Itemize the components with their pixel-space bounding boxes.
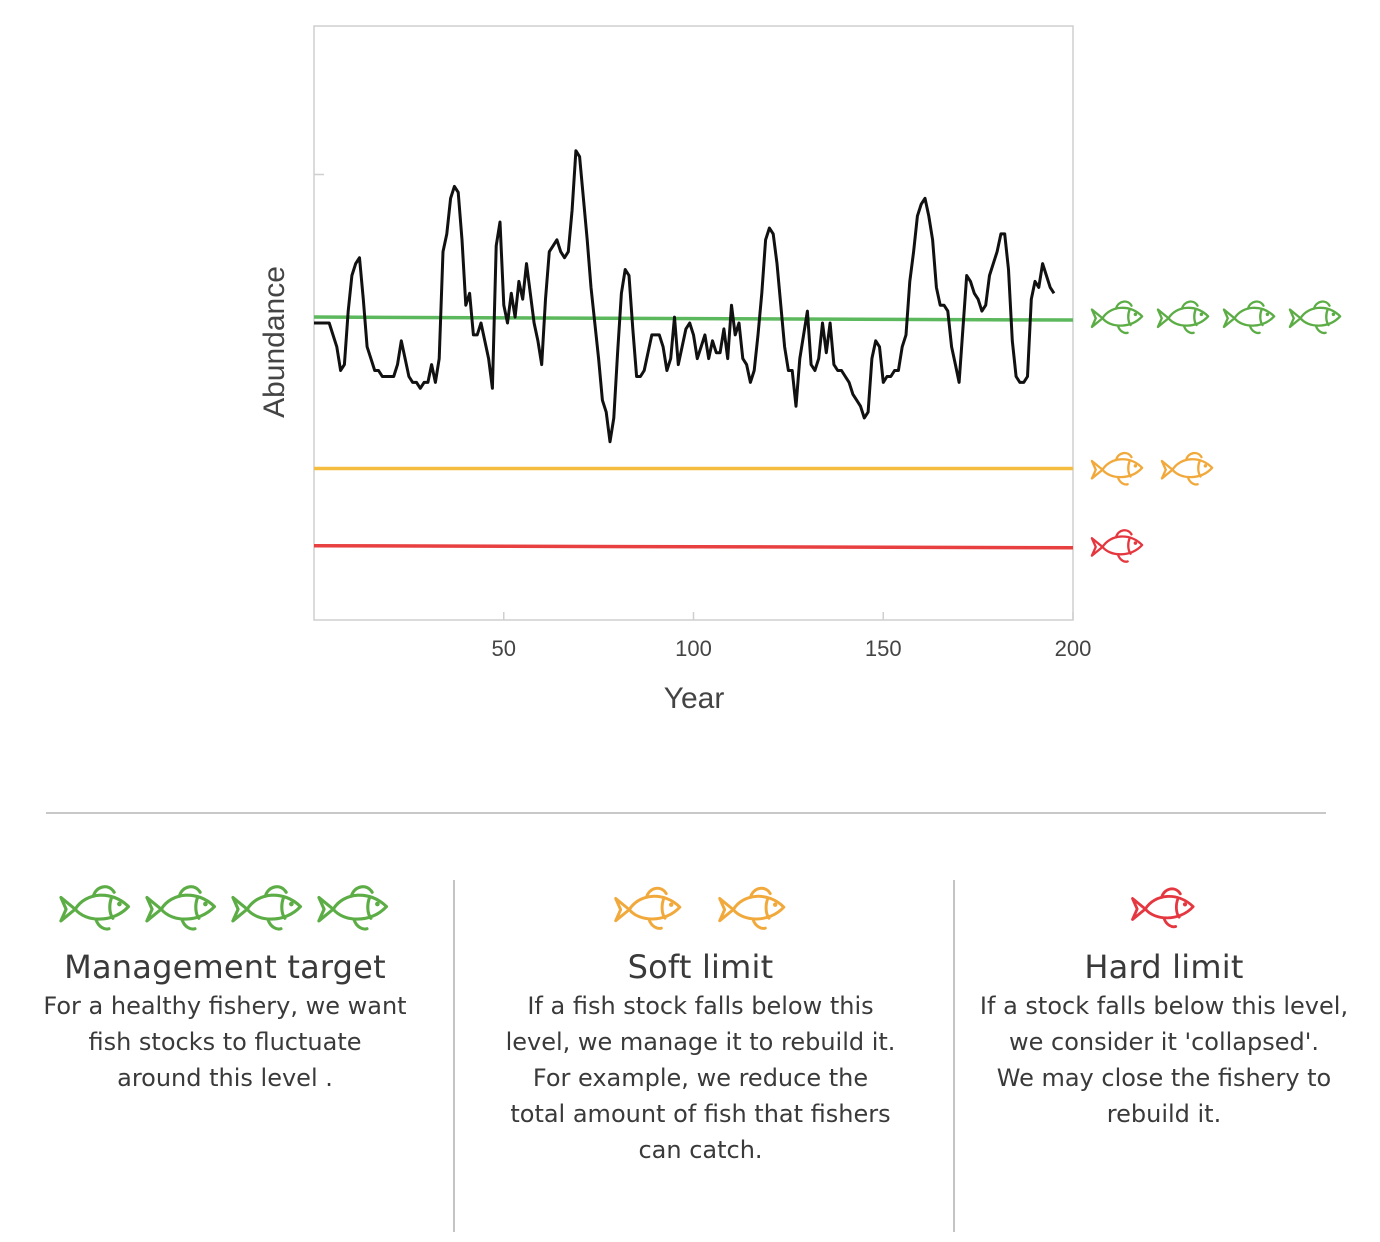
text-line: fish stocks to fluctuate (88, 1028, 362, 1056)
fish-icon (1090, 451, 1144, 486)
reference-fish-icons (1090, 300, 1342, 563)
fish-icon (717, 886, 785, 930)
fish-icon (1090, 529, 1144, 563)
management-fish-icons (20, 872, 430, 942)
management-target-title: Management target (64, 948, 386, 986)
reference-line (313, 315, 1074, 322)
legend-hard-limit: Hard limit If a stock falls below this l… (968, 872, 1360, 1132)
hard-limit-fish-icons (968, 872, 1360, 942)
axis-ticks: 50 100 150 200 (314, 173, 1092, 661)
text-line: For example, we reduce the (532, 1064, 869, 1092)
text-line: rebuild it. (1106, 1100, 1222, 1128)
x-tick-label: 50 (492, 636, 516, 661)
fish-icon (1222, 300, 1276, 335)
management-target-text: For a healthy fishery, we want fish stoc… (20, 988, 430, 1096)
x-tick-label: 100 (675, 636, 712, 661)
soft-limit-text: If a fish stock falls below this level, … (478, 988, 923, 1168)
plot-frame (313, 25, 1074, 621)
soft-limit-title: Soft limit (627, 948, 774, 986)
fish-icon (1288, 300, 1342, 335)
legend-management-target: Management target For a healthy fishery,… (20, 872, 430, 1096)
legend-separator-2 (953, 880, 955, 1232)
hard-limit-text: If a stock falls below this level, we co… (968, 988, 1360, 1132)
fish-icon (613, 886, 681, 930)
abundance-chart: 50 100 150 200 Year Abundance (258, 25, 1342, 715)
text-line: around this level . (117, 1064, 333, 1092)
fish-icon (59, 885, 131, 931)
text-line: If a fish stock falls below this (527, 992, 874, 1020)
fish-icon (1156, 300, 1210, 335)
reference-line (313, 544, 1074, 550)
x-axis-label: Year (664, 682, 725, 715)
fish-icon (1131, 887, 1195, 929)
fish-icon (317, 885, 389, 931)
soft-limit-fish-icons (478, 872, 923, 942)
text-line: total amount of fish that fishers (510, 1100, 891, 1128)
section-divider (46, 812, 1326, 814)
text-line: For a healthy fishery, we want (43, 992, 407, 1020)
fish-icon (145, 885, 217, 931)
hard-limit-title: Hard limit (1084, 948, 1244, 986)
text-line: We may close the fishery to (996, 1064, 1332, 1092)
legend-separator-1 (453, 880, 455, 1232)
text-line: we consider it 'collapsed'. (1009, 1028, 1319, 1056)
reference-lines (313, 315, 1074, 550)
text-line: can catch. (638, 1136, 763, 1164)
fish-icon (1160, 451, 1214, 486)
text-line: level, we manage it to rebuild it. (505, 1028, 896, 1056)
abundance-series-line (314, 149, 1056, 444)
y-axis-label: Abundance (258, 266, 291, 418)
fish-icon (231, 885, 303, 931)
x-tick-label: 200 (1055, 636, 1092, 661)
fish-icon (1090, 300, 1144, 335)
text-line: If a stock falls below this level, (979, 992, 1349, 1020)
legend-soft-limit: Soft limit If a fish stock falls below t… (478, 872, 923, 1168)
x-tick-label: 150 (865, 636, 902, 661)
